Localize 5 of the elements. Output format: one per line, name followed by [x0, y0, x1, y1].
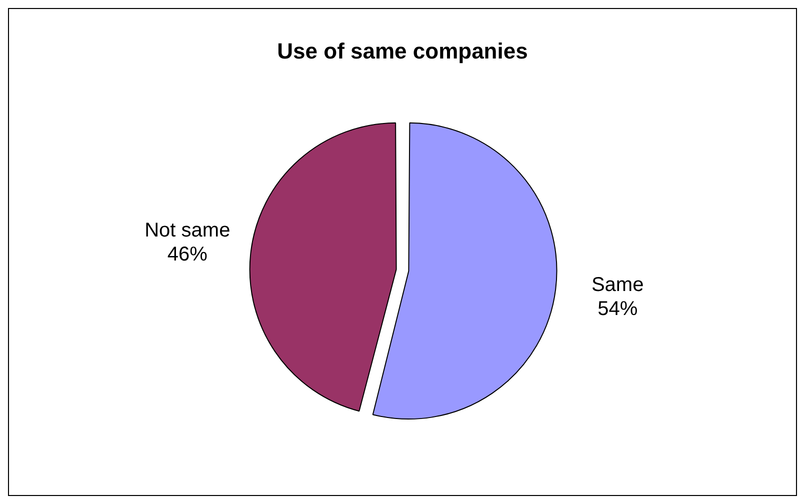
data-label: 54%: [598, 298, 638, 320]
chart-title: Use of same companies: [277, 38, 528, 64]
slice-label: Same: [591, 274, 644, 296]
slice-label: Not same: [144, 220, 230, 242]
data-label: 46%: [167, 244, 208, 266]
